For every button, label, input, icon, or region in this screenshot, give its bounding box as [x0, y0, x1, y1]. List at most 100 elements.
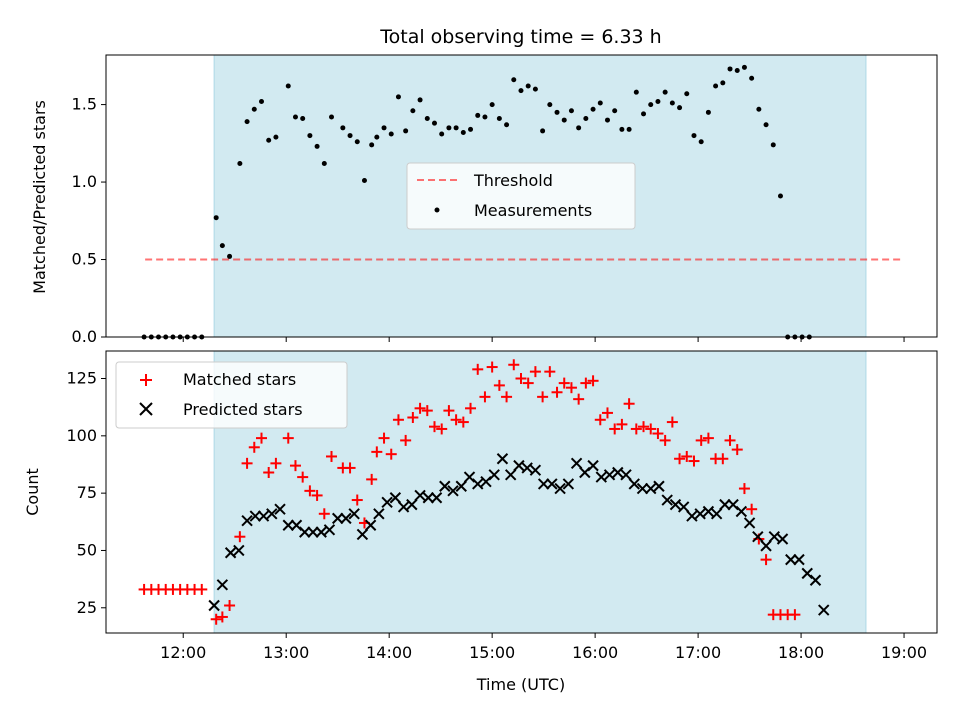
ratio-y-tick-label: 1.0 — [72, 172, 97, 191]
ratio-axes-frame — [105, 54, 938, 338]
matched-star-point — [263, 467, 275, 479]
predicted-star-point — [570, 457, 583, 470]
matched-star-point — [493, 379, 505, 391]
ratio-panel: 0.0 0.5 1.0 1.5 — [72, 54, 938, 346]
measurement-point — [453, 125, 459, 131]
measurement-point — [777, 193, 783, 199]
predicted-star-point — [743, 517, 756, 529]
matched-star-point — [666, 416, 678, 428]
predicted-star-point — [661, 494, 673, 506]
matched-star-point — [623, 398, 635, 410]
predicted-star-point — [620, 469, 632, 481]
predicted-star-point — [537, 478, 550, 490]
predicted-star-point — [340, 512, 352, 525]
measurement-point — [727, 66, 733, 72]
measurement-point — [475, 112, 481, 118]
count-y-tick-label: 75 — [77, 483, 97, 502]
measurement-point — [554, 109, 560, 115]
measurement-point — [329, 114, 335, 120]
matched-star-point — [609, 423, 621, 435]
predicted-star-point — [785, 553, 797, 566]
x-tick-label: 15:00 — [469, 643, 515, 662]
predicted-star-point — [472, 478, 484, 490]
matched-star-point — [746, 503, 758, 515]
matched-star-point — [616, 418, 628, 430]
measurement-point — [749, 75, 755, 81]
count-y-tick-label: 100 — [66, 426, 97, 445]
measurement-point — [347, 133, 353, 139]
measurement-point — [619, 126, 625, 132]
predicted-star-point — [776, 533, 789, 545]
predicted-star-point — [612, 466, 624, 479]
measurement-point — [439, 131, 445, 137]
matched-star-point — [731, 444, 743, 456]
matched-star-point — [573, 393, 585, 405]
matched-star-point — [501, 391, 513, 403]
matched-star-point — [760, 554, 772, 566]
matched-star-point — [738, 483, 750, 495]
matched-star-point — [515, 373, 527, 385]
predicted-star-point — [686, 510, 698, 522]
predicted-star-point — [818, 604, 830, 616]
predicted-star-point — [249, 510, 262, 522]
matched-star-point — [638, 421, 650, 433]
measurement-point — [741, 64, 747, 70]
measurement-point — [300, 116, 306, 122]
measurement-point — [511, 77, 517, 83]
predicted-star-point — [282, 519, 294, 531]
matched-star-point — [400, 434, 412, 446]
predicted-star-point — [208, 599, 220, 612]
predicted-star-point — [257, 510, 270, 522]
predicted-star-point — [702, 505, 715, 518]
measurement-point — [307, 133, 313, 139]
predicted-star-point — [348, 508, 360, 520]
predicted-star-point — [439, 480, 451, 492]
matched-star-point — [594, 414, 606, 426]
predicted-star-point — [546, 478, 558, 490]
matched-star-point — [479, 391, 491, 403]
matched-star-point — [311, 489, 323, 501]
measurement-point — [734, 67, 740, 73]
matched-star-point — [580, 377, 592, 389]
x-tick-label: 18:00 — [778, 643, 824, 662]
measurement-point — [576, 125, 582, 131]
measurement-point — [669, 100, 675, 106]
x-axis-label: Time (UTC) — [476, 675, 565, 694]
predicted-star-point — [595, 471, 608, 483]
measurement-point — [655, 98, 661, 104]
measurement-point — [251, 106, 257, 112]
predicted-star-point — [809, 574, 822, 586]
predicted-star-point — [669, 498, 682, 511]
measurement-point — [285, 83, 291, 89]
matched-star-point — [241, 457, 253, 469]
matched-star-point — [486, 361, 498, 373]
predicted-star-point — [735, 505, 748, 518]
predicted-star-point — [628, 478, 640, 490]
measurement-point — [583, 116, 589, 122]
matched-star-point — [297, 471, 309, 483]
matched-star-point — [695, 434, 707, 446]
measurement-point — [525, 83, 531, 89]
matched-star-point — [508, 359, 520, 371]
predicted-star-point — [422, 492, 435, 504]
matched-star-point — [789, 609, 801, 621]
matched-star-point — [587, 375, 599, 387]
matched-star-point — [702, 432, 714, 444]
measurement-point — [369, 142, 375, 148]
predicted-star-point — [266, 508, 278, 520]
measurement-point — [424, 116, 430, 122]
measurement-point — [691, 133, 697, 139]
x-tick-label: 14:00 — [366, 643, 412, 662]
count-y-axis-label: Count — [23, 468, 42, 516]
measurement-point — [213, 215, 219, 221]
matched-star-point — [392, 414, 404, 426]
measurement-point — [633, 89, 639, 95]
measurement-point — [756, 106, 762, 112]
matched-star-point — [465, 402, 477, 414]
measurement-point — [604, 117, 610, 123]
measurement-point — [677, 105, 683, 111]
measurement-point — [227, 253, 233, 259]
predicted-star-point — [373, 508, 385, 520]
measurement-point — [489, 102, 495, 108]
